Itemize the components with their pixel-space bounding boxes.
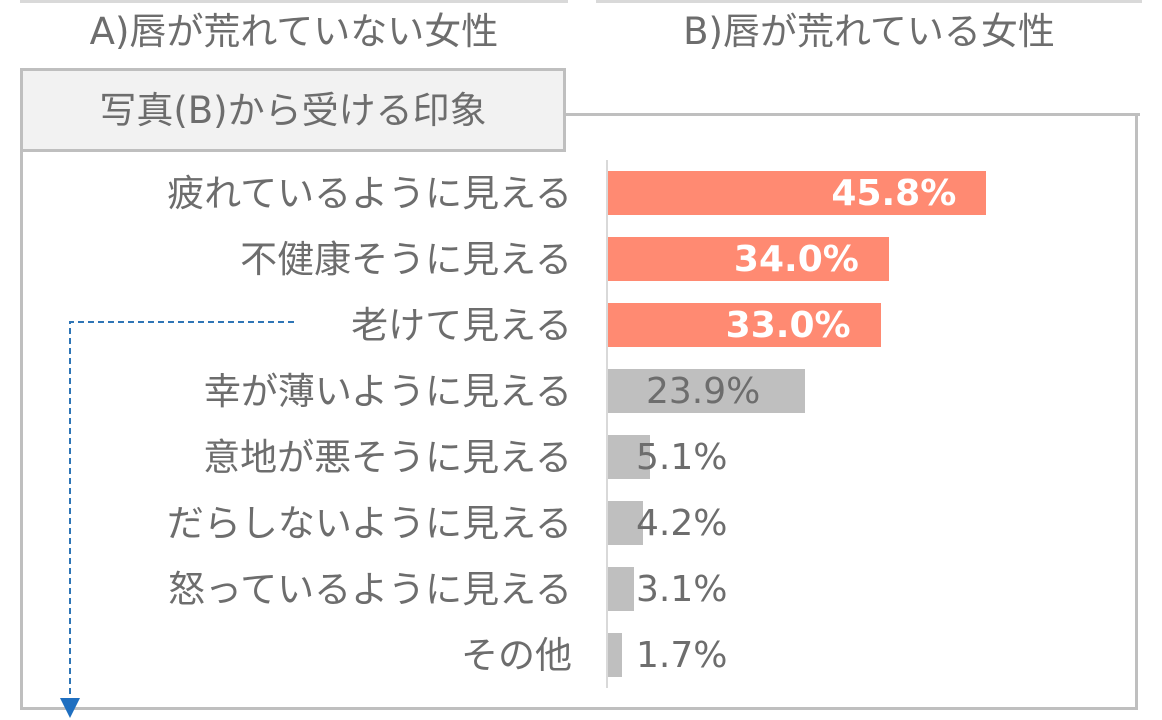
bar <box>608 633 623 677</box>
value-label: 1.7% <box>636 635 728 676</box>
bar <box>608 237 889 281</box>
chart-frame-top-border <box>563 113 1140 116</box>
bar <box>608 501 643 545</box>
value-label: 3.1% <box>636 569 728 610</box>
bar <box>608 303 881 347</box>
value-label: 23.9% <box>646 371 761 412</box>
category-label: その他 <box>461 634 572 677</box>
category-label: 疲れているように見える <box>167 172 572 215</box>
category-axis-line <box>606 160 608 688</box>
value-label: 45.8% <box>831 173 957 214</box>
category-label: 老けて見える <box>351 304 572 347</box>
bar <box>608 171 987 215</box>
value-label: 4.2% <box>636 503 728 544</box>
bar <box>608 567 634 611</box>
value-label: 34.0% <box>733 239 859 280</box>
category-label: 意地が悪そうに見える <box>203 436 572 479</box>
bar <box>608 369 806 413</box>
chart-title: 写真(B)から受ける印象 <box>20 68 566 152</box>
category-label: 幸が薄いように見える <box>203 370 572 413</box>
dashed-arrow-connector <box>60 321 294 718</box>
header-group-a: A)唇が荒れていない女性 <box>20 0 568 61</box>
value-label: 5.1% <box>636 437 728 478</box>
value-label: 33.0% <box>725 305 851 346</box>
category-label: 不健康そうに見える <box>240 238 572 281</box>
chart-frame <box>20 115 1138 710</box>
category-label: 怒っているように見える <box>167 568 572 611</box>
bar <box>608 435 651 479</box>
header-group-b: B)唇が荒れている女性 <box>596 0 1142 61</box>
arrow-down-icon <box>60 698 80 718</box>
category-label: だらしないように見える <box>166 502 572 545</box>
